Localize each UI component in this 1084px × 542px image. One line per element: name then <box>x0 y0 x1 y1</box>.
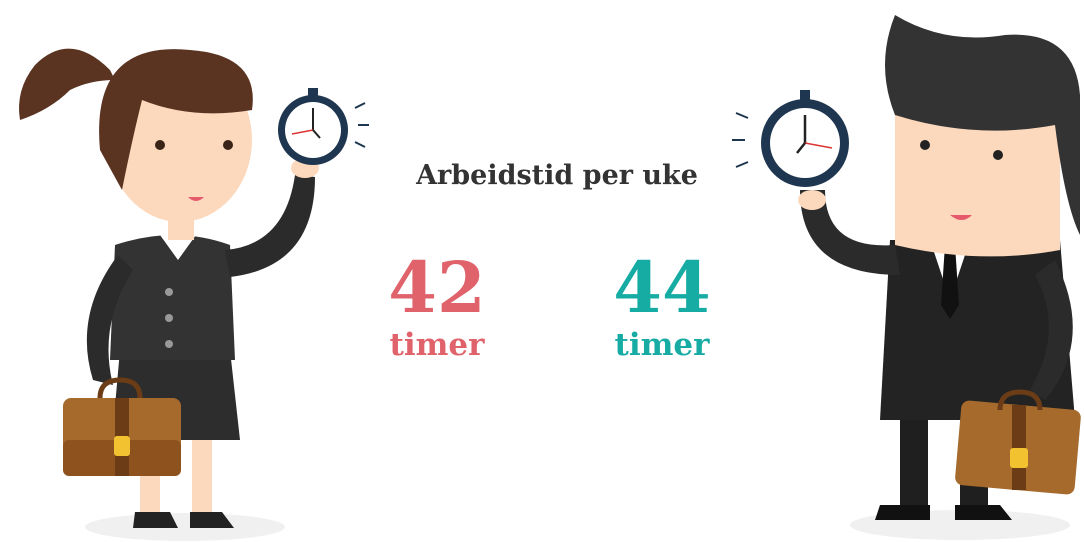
woman-part <box>19 49 115 120</box>
woman-part <box>223 140 233 150</box>
man-part <box>920 140 930 150</box>
woman-part <box>225 175 315 277</box>
woman-part <box>114 436 130 456</box>
man-part <box>875 505 930 520</box>
woman-part <box>155 140 165 150</box>
stat: 42 timer <box>357 248 517 362</box>
woman <box>19 49 319 541</box>
woman-part <box>165 288 173 296</box>
stat-unit: timer <box>582 328 742 362</box>
man <box>798 15 1081 540</box>
man-part <box>1012 405 1026 490</box>
man-part <box>993 150 1003 160</box>
stat-value: 44 <box>582 248 742 328</box>
stopwatch-part <box>732 113 748 167</box>
stopwatch <box>278 88 369 165</box>
woman-part <box>110 235 235 360</box>
title: Arbeidstid per uke <box>357 160 757 191</box>
stat-value: 42 <box>357 248 517 328</box>
man-part <box>798 190 826 210</box>
stopwatch-part <box>355 103 369 147</box>
stat-unit: timer <box>357 328 517 362</box>
man-part <box>955 505 1012 520</box>
woman-part <box>165 340 173 348</box>
woman-part <box>85 513 285 541</box>
stat: 44 timer <box>582 248 742 362</box>
page-body: Arbeidstid per uke 42 timer 44 timer (()… <box>0 0 1084 542</box>
page: {"title": "Arbeidstid per uke", "stats":… <box>0 0 1084 542</box>
man-part <box>1010 448 1028 468</box>
woman-part <box>165 314 173 322</box>
illustration <box>0 0 1084 542</box>
